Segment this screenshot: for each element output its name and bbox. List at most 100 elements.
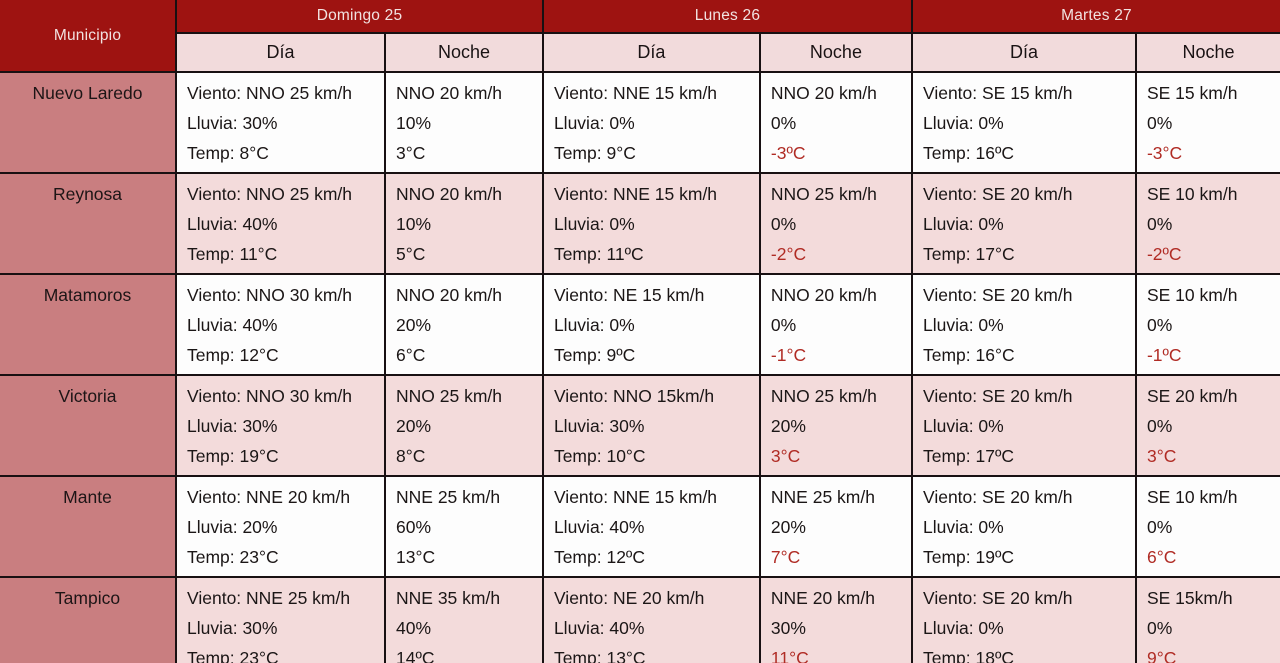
temp-line: 3°C <box>1146 446 1177 466</box>
rain-line: Lluvia: 0% <box>553 214 635 234</box>
forecast-cell-night: SE 10 km/h 0% -1ºC <box>1134 273 1280 376</box>
rain-line: Lluvia: 30% <box>187 618 278 638</box>
subheader-noche: Noche <box>758 32 913 73</box>
temp-line: Temp: 19°C <box>187 446 279 466</box>
table-row: Nuevo Laredo Viento: NNO 25 km/h Lluvia:… <box>0 71 1280 174</box>
rain-line: 40% <box>396 618 432 638</box>
wind-line: SE 20 km/h <box>1146 386 1238 406</box>
rain-line: 30% <box>770 618 806 638</box>
temp-line: Temp: 18ºC <box>922 648 1014 663</box>
wind-line: Viento: SE 20 km/h <box>922 386 1073 406</box>
table-row: Matamoros Viento: NNO 30 km/h Lluvia: 40… <box>0 273 1280 376</box>
temp-line: 13°C <box>396 547 436 567</box>
temp-line: 14ºC <box>396 648 435 663</box>
temp-line: Temp: 13°C <box>553 648 646 663</box>
forecast-cell-day: Viento: NNO 30 km/h Lluvia: 40% Temp: 12… <box>174 273 387 376</box>
subheader-dia: Día <box>176 32 387 73</box>
forecast-cell-day: Viento: NNO 25 km/h Lluvia: 30% Temp: 8°… <box>174 71 387 174</box>
rain-line: 20% <box>396 315 432 335</box>
table-row: Victoria Viento: NNO 30 km/h Lluvia: 30%… <box>0 374 1280 477</box>
forecast-cell-night: NNO 25 km/h 20% 8°C <box>384 374 544 477</box>
rain-line: 10% <box>396 113 432 133</box>
wind-line: Viento: NE 15 km/h <box>553 285 705 305</box>
wind-line: Viento: NNE 15 km/h <box>553 83 718 103</box>
forecast-cell-day: Viento: SE 15 km/h Lluvia: 0% Temp: 16ºC <box>910 71 1137 174</box>
wind-line: NNO 25 km/h <box>396 386 503 406</box>
forecast-cell-night: NNO 25 km/h 20% 3°C <box>758 374 913 477</box>
wind-line: Viento: SE 15 km/h <box>922 83 1073 103</box>
municipality-cell: Matamoros <box>0 273 177 376</box>
rain-line: Lluvia: 30% <box>187 113 278 133</box>
municipio-column-header: Municipio <box>0 0 177 73</box>
rain-line: Lluvia: 0% <box>553 315 635 335</box>
temp-line: Temp: 11ºC <box>553 244 644 264</box>
temp-line: Temp: 10°C <box>553 446 646 466</box>
wind-line: Viento: NNO 25 km/h <box>187 184 353 204</box>
rain-line: 0% <box>1146 416 1173 436</box>
wind-line: NNE 25 km/h <box>396 487 501 507</box>
temp-line: 11°C <box>770 648 809 663</box>
forecast-cell-night: NNE 25 km/h 60% 13°C <box>384 475 544 578</box>
forecast-cell-night: SE 10 km/h 0% 6°C <box>1134 475 1280 578</box>
rain-line: Lluvia: 0% <box>922 416 1004 436</box>
temp-line: -1ºC <box>1146 345 1182 365</box>
forecast-cell-night: NNE 25 km/h 20% 7°C <box>758 475 913 578</box>
forecast-cell-night: NNO 20 km/h 10% 3°C <box>384 71 544 174</box>
rain-line: Lluvia: 0% <box>922 113 1004 133</box>
wind-line: SE 15km/h <box>1146 588 1233 608</box>
forecast-cell-day: Viento: NNE 25 km/h Lluvia: 30% Temp: 23… <box>174 576 387 663</box>
subheader-row: Día Noche Día Noche Día Noche <box>0 32 1280 73</box>
temp-line: Temp: 19ºC <box>922 547 1014 567</box>
wind-line: NNO 20 km/h <box>396 285 503 305</box>
forecast-cell-day: Viento: SE 20 km/h Lluvia: 0% Temp: 16°C <box>910 273 1137 376</box>
forecast-cell-day: Viento: SE 20 km/h Lluvia: 0% Temp: 19ºC <box>910 475 1137 578</box>
rain-line: Lluvia: 20% <box>187 517 278 537</box>
rain-line: 0% <box>770 214 797 234</box>
wind-line: Viento: NNE 15 km/h <box>553 487 718 507</box>
forecast-cell-day: Viento: NNO 15km/h Lluvia: 30% Temp: 10°… <box>541 374 761 477</box>
rain-line: Lluvia: 0% <box>922 517 1004 537</box>
forecast-cell-day: Viento: NNE 15 km/h Lluvia: 40% Temp: 12… <box>541 475 761 578</box>
rain-line: 0% <box>770 113 797 133</box>
rain-line: Lluvia: 0% <box>922 214 1004 234</box>
day-header-lunes-26: Lunes 26 <box>541 0 913 34</box>
municipality-cell: Mante <box>0 475 177 578</box>
forecast-cell-day: Viento: NE 20 km/h Lluvia: 40% Temp: 13°… <box>541 576 761 663</box>
table-row: Tampico Viento: NNE 25 km/h Lluvia: 30% … <box>0 576 1280 663</box>
forecast-cell-night: NNE 35 km/h 40% 14ºC <box>384 576 544 663</box>
rain-line: 0% <box>1146 315 1173 335</box>
forecast-cell-night: NNO 25 km/h 0% -2°C <box>758 172 913 275</box>
wind-line: NNE 20 km/h <box>770 588 875 608</box>
temp-line: Temp: 16°C <box>922 345 1015 365</box>
wind-line: NNO 25 km/h <box>770 184 877 204</box>
wind-line: SE 10 km/h <box>1146 285 1238 305</box>
temp-line: -1°C <box>770 345 807 365</box>
rain-line: 20% <box>396 416 432 436</box>
rain-line: Lluvia: 30% <box>187 416 278 436</box>
subheader-noche: Noche <box>384 32 544 73</box>
wind-line: NNO 20 km/h <box>770 83 877 103</box>
municipality-cell: Nuevo Laredo <box>0 71 177 174</box>
temp-line: 7°C <box>770 547 801 567</box>
municipality-cell: Victoria <box>0 374 177 477</box>
rain-line: Lluvia: 40% <box>187 214 278 234</box>
wind-line: Viento: NNO 30 km/h <box>187 285 353 305</box>
rain-line: Lluvia: 40% <box>553 517 645 537</box>
forecast-cell-night: NNO 20 km/h 0% -3ºC <box>758 71 913 174</box>
forecast-cell-day: Viento: NNE 20 km/h Lluvia: 20% Temp: 23… <box>174 475 387 578</box>
day-header-row: Municipio Domingo 25 Lunes 26 Martes 27 <box>0 0 1280 73</box>
forecast-cell-day: Viento: SE 20 km/h Lluvia: 0% Temp: 17°C <box>910 172 1137 275</box>
temp-line: 3°C <box>770 446 801 466</box>
rain-line: 0% <box>1146 113 1173 133</box>
temp-line: Temp: 12°C <box>187 345 279 365</box>
temp-line: 9°C <box>1146 648 1177 663</box>
wind-line: Viento: NNO 30 km/h <box>187 386 353 406</box>
rain-line: 10% <box>396 214 432 234</box>
temp-line: -2°C <box>770 244 807 264</box>
rain-line: 0% <box>1146 517 1173 537</box>
forecast-cell-night: NNE 20 km/h 30% 11°C <box>758 576 913 663</box>
temp-line: Temp: 11°C <box>187 244 278 264</box>
wind-line: NNO 25 km/h <box>770 386 877 406</box>
wind-line: NNO 20 km/h <box>396 184 503 204</box>
